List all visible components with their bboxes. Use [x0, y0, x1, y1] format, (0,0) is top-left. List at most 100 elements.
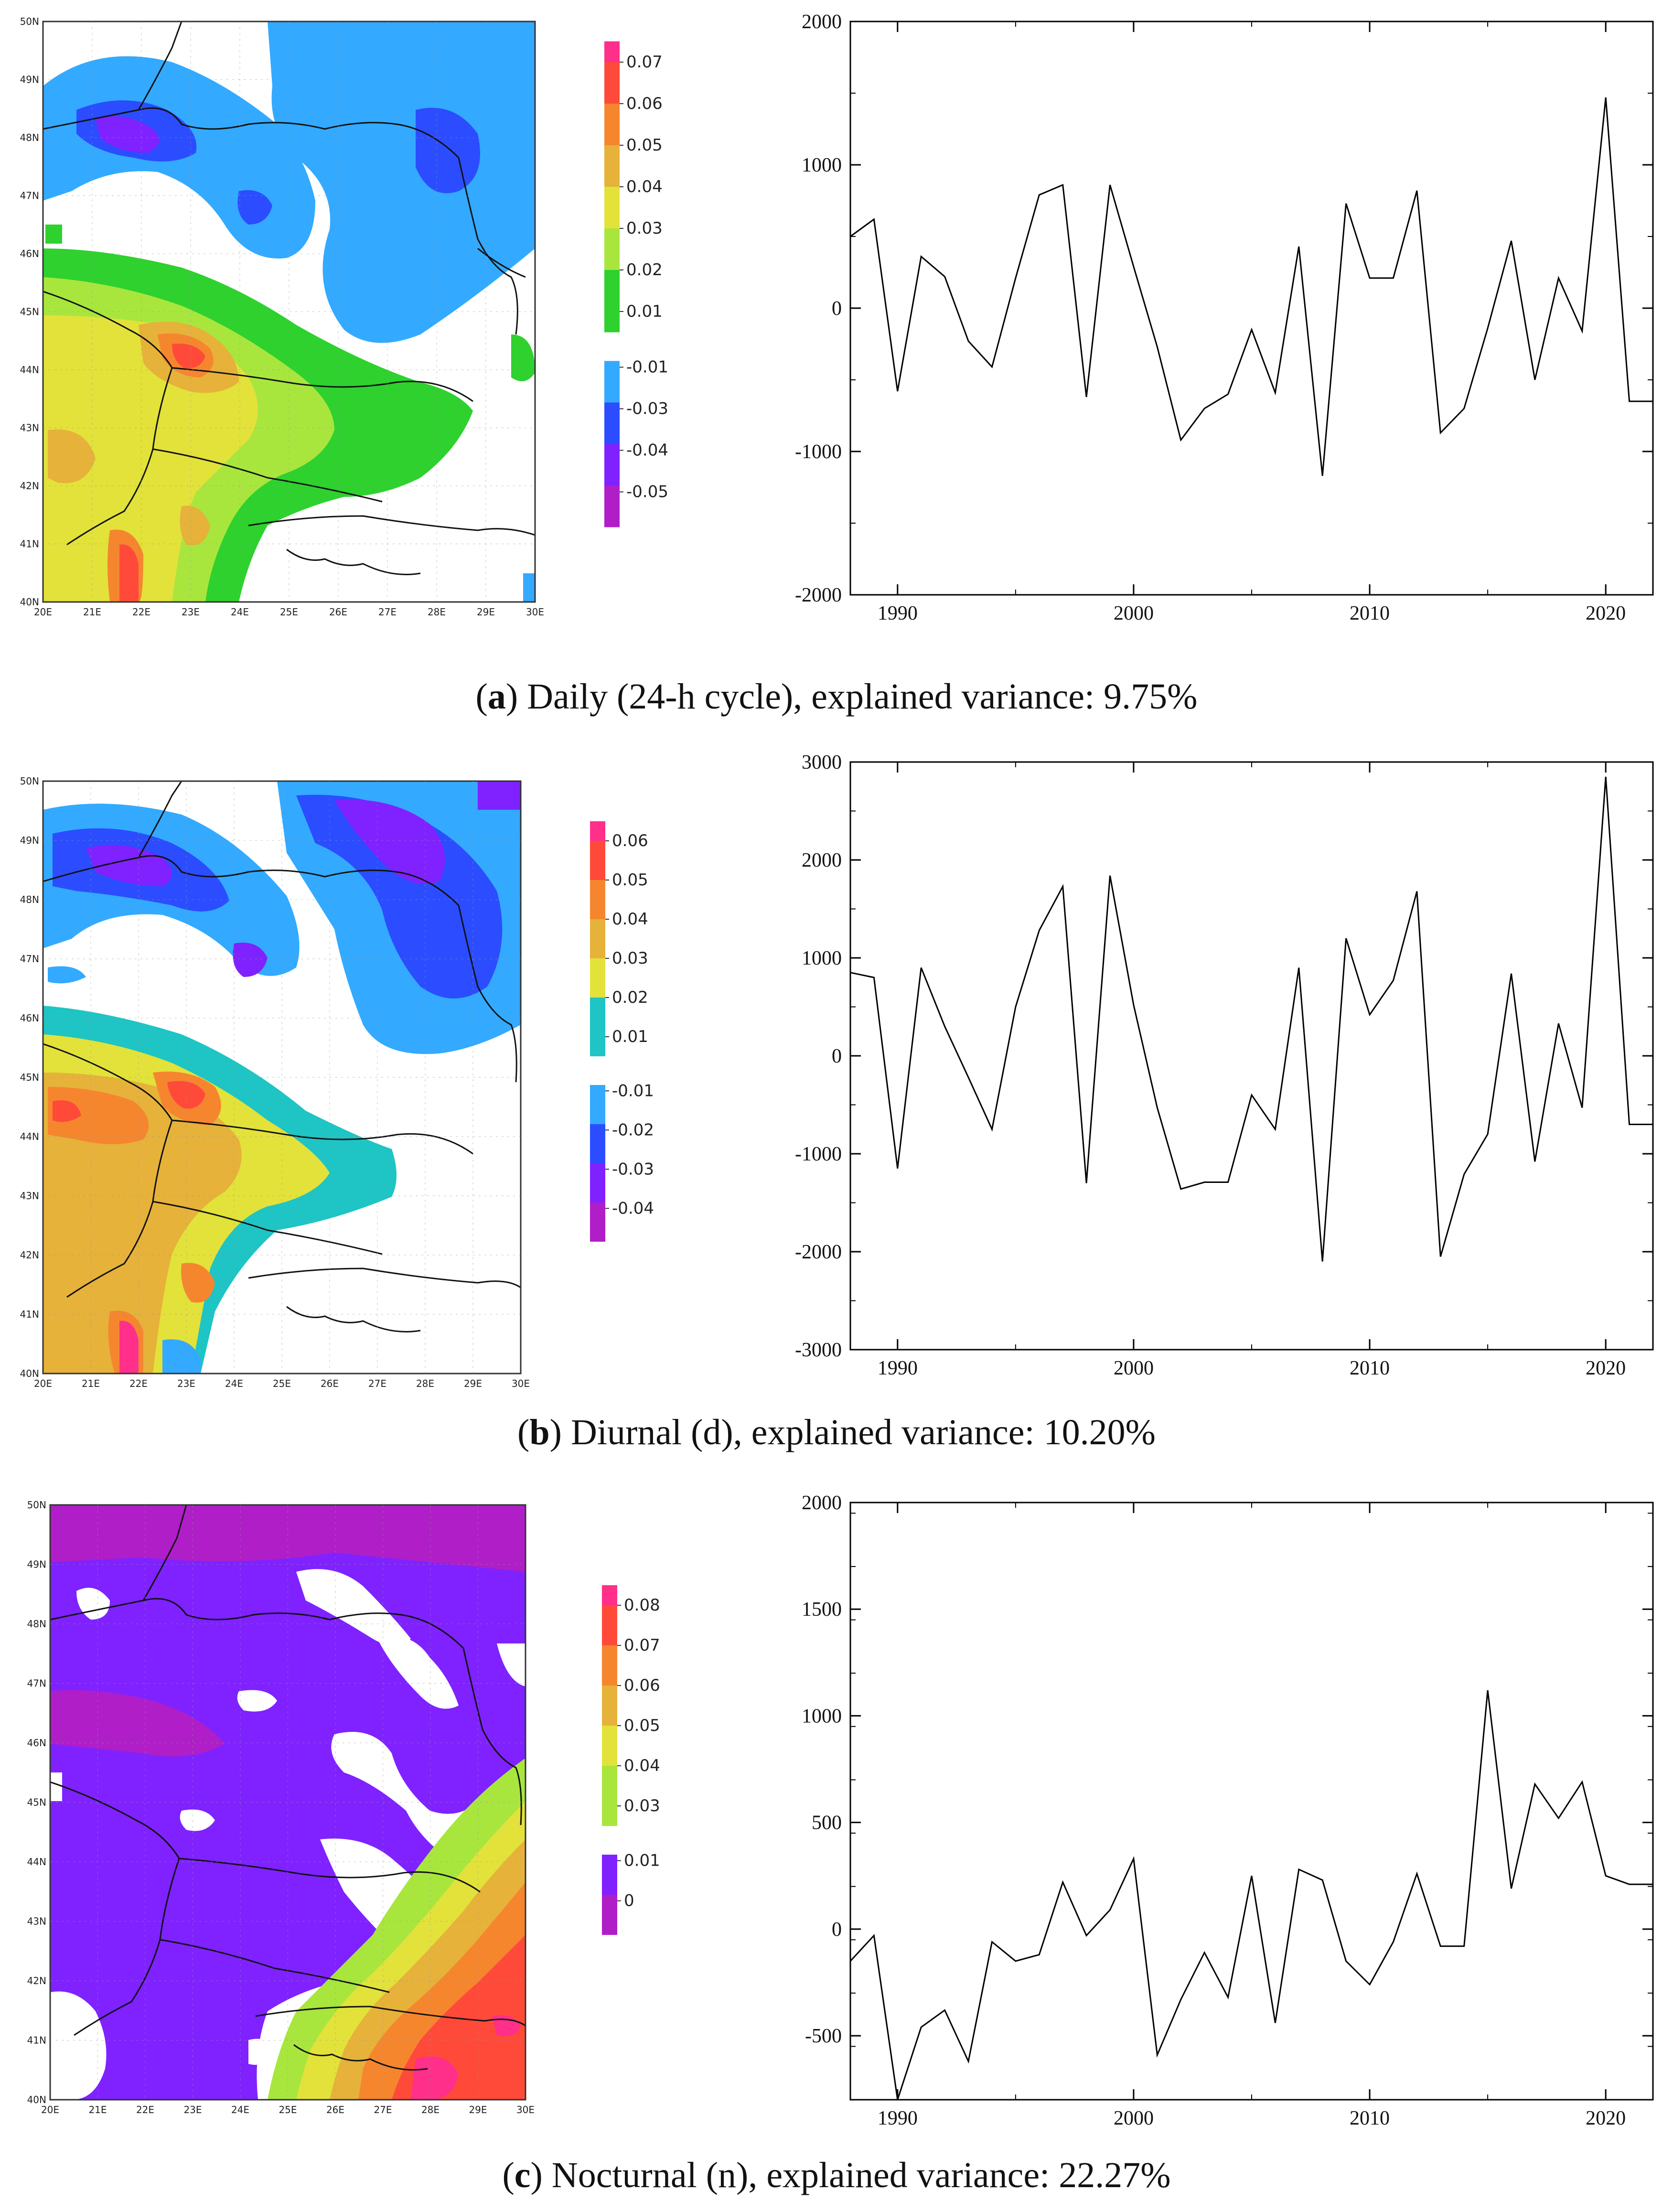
y-tick-label: 0: [832, 298, 842, 320]
legend-label: 0.04: [626, 177, 663, 196]
map-x-tick-label: 25E: [279, 2104, 297, 2115]
legend-color-swatch: [604, 145, 620, 187]
map-x-tick-label: 22E: [129, 1378, 148, 1389]
map-x-tick-label: 27E: [378, 606, 397, 618]
map-x-tick-label: 29E: [477, 606, 495, 618]
y-tick-label: 2000: [802, 1492, 842, 1514]
legend-label: 0.02: [626, 260, 663, 279]
map-y-tick-label: 40N: [20, 596, 39, 608]
y-tick-label: -1000: [795, 441, 842, 463]
legend-color-swatch: [604, 270, 620, 311]
legend-label: -0.02: [612, 1120, 654, 1139]
y-tick-label: 1000: [802, 947, 842, 969]
map-x-tick-label: 24E: [231, 606, 249, 618]
map-y-tick-label: 41N: [20, 1309, 39, 1320]
caption-text-c: ) Nocturnal (n), explained variance: 22.…: [531, 2155, 1171, 2195]
legend-label: 0.06: [626, 94, 663, 113]
plot-frame: [850, 762, 1653, 1350]
legend-color-swatch: [602, 1726, 617, 1766]
caption-b: (b) Diurnal (d), explained variance: 10.…: [0, 1412, 1673, 1453]
caption-letter-c: c: [515, 2155, 531, 2195]
map-y-tick-label: 44N: [20, 1131, 39, 1142]
x-tick-label: 2020: [1586, 1357, 1626, 1379]
map-y-tick-label: 45N: [20, 306, 39, 318]
map-y-tick-label: 44N: [27, 1856, 46, 1868]
map-x-tick-label: 30E: [512, 1378, 530, 1389]
plot-frame: [850, 21, 1653, 595]
legend-label: -0.03: [612, 1160, 654, 1179]
legend-label: 0.03: [624, 1796, 660, 1815]
x-tick-label: 2010: [1350, 1357, 1390, 1379]
legend-color-swatch: [602, 1855, 617, 1895]
caption-a: (a) Daily (24-h cycle), explained varian…: [0, 676, 1673, 718]
legend-color-swatch: [604, 311, 620, 333]
map-y-tick-label: 42N: [20, 480, 39, 492]
map-y-tick-label: 48N: [20, 132, 39, 143]
caption-c: (c) Nocturnal (n), explained variance: 2…: [0, 2155, 1673, 2196]
legend-label: 0.04: [612, 910, 648, 929]
map-y-tick-label: 42N: [20, 1249, 39, 1261]
legend-label: 0.06: [624, 1676, 660, 1695]
map-y-tick-label: 40N: [20, 1368, 39, 1379]
legend-color-swatch: [590, 919, 605, 958]
map-y-tick-label: 49N: [27, 1559, 46, 1570]
caption-letter-b: b: [529, 1412, 549, 1452]
map-x-tick-label: 26E: [329, 606, 347, 618]
map-x-tick-label: 29E: [469, 2104, 487, 2115]
legend-color-swatch: [602, 1585, 617, 1605]
legend-label: -0.04: [626, 441, 668, 460]
legend-label: 0.05: [626, 136, 663, 155]
series-line: [850, 97, 1653, 476]
x-tick-label: 1990: [878, 2107, 918, 2129]
map-y-tick-label: 50N: [27, 1499, 46, 1511]
x-tick-label: 2020: [1586, 602, 1626, 624]
map-fill-b: [43, 781, 521, 1374]
map-y-tick-label: 47N: [27, 1678, 46, 1689]
map-x-tick-label: 21E: [88, 2104, 107, 2115]
x-tick-label: 2010: [1350, 602, 1390, 624]
legend-label: 0: [624, 1891, 634, 1911]
x-tick-label: 1990: [878, 1357, 918, 1379]
caption-letter-a: a: [488, 676, 506, 717]
map-x-tick-label: 21E: [83, 606, 101, 618]
map-x-tick-label: 20E: [41, 2104, 59, 2115]
legend-color-swatch: [590, 1203, 605, 1242]
legend-color-swatch: [604, 228, 620, 270]
map-x-tick-label: 27E: [374, 2104, 392, 2115]
legend-color-swatch: [590, 958, 605, 998]
x-tick-label: 1990: [878, 602, 918, 624]
legend-label: 0.03: [626, 219, 663, 238]
caption-text-b: ) Diurnal (d), explained variance: 10.20…: [550, 1412, 1156, 1452]
legend-color-swatch: [590, 1124, 605, 1163]
map-y-tick-label: 49N: [20, 835, 39, 846]
x-tick-label: 2020: [1586, 2107, 1626, 2129]
legend-label: -0.04: [612, 1199, 654, 1218]
map-y-tick-label: 50N: [20, 16, 39, 27]
x-tick-label: 2000: [1114, 602, 1154, 624]
legend-color-swatch: [590, 880, 605, 919]
map-x-tick-label: 26E: [321, 1378, 339, 1389]
map-y-tick-label: 41N: [20, 538, 39, 550]
map-x-tick-label: 29E: [464, 1378, 482, 1389]
legend-color-swatch: [602, 1806, 617, 1826]
legend-color-swatch: [602, 1895, 617, 1935]
map-y-tick-label: 47N: [20, 953, 39, 965]
legend-label: -0.01: [612, 1081, 654, 1100]
legend-color-swatch: [590, 1163, 605, 1203]
legend-color-swatch: [590, 821, 605, 841]
map-x-tick-label: 24E: [231, 2104, 249, 2115]
x-tick-label: 2000: [1114, 1357, 1154, 1379]
series-line: [850, 777, 1653, 1262]
plot-frame: [850, 1503, 1653, 2100]
map-legend-c: 0.080.070.060.050.040.030.010: [602, 1585, 660, 1935]
map-x-tick-label: 28E: [421, 2104, 440, 2115]
legend-label: 0.01: [612, 1027, 648, 1046]
legend-color-swatch: [590, 1085, 605, 1124]
y-tick-label: 2000: [802, 11, 842, 33]
legend-color-swatch: [602, 1645, 617, 1686]
